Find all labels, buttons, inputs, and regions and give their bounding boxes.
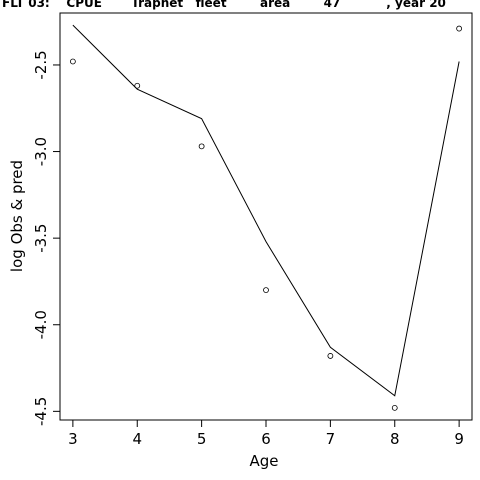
x-tick-label: 8	[390, 430, 400, 448]
x-tick-label: 6	[261, 430, 271, 448]
observed-point	[69, 58, 76, 65]
observed-point	[327, 353, 334, 359]
x-axis-label: Age	[249, 452, 278, 470]
observed-point	[456, 25, 463, 32]
predicted-line	[72, 24, 460, 397]
x-tick-label: 5	[197, 430, 207, 448]
observed-point	[391, 404, 398, 411]
x-tick-label: 3	[68, 430, 78, 448]
x-tick-label: 9	[454, 430, 464, 448]
y-tick-label: -4.5	[32, 397, 50, 426]
observed-point	[263, 287, 269, 294]
observed-point	[198, 143, 205, 150]
y-tick-label: -3.5	[32, 224, 50, 253]
x-tick-label: 4	[132, 430, 142, 448]
y-tick-label: -2.5	[32, 50, 50, 79]
y-tick-label: -4.0	[32, 310, 50, 339]
y-axis-label: log Obs & pred	[8, 160, 26, 272]
x-axis: 3 4 5 6 7 8 9	[68, 420, 464, 448]
observed-point	[134, 82, 141, 89]
x-tick-label: 7	[326, 430, 336, 448]
chart-title: FLT 03: CPUE Trapnet fleet area 47 , yea…	[2, 0, 446, 10]
y-tick-label: -3.0	[32, 137, 50, 166]
series-layer	[69, 24, 463, 411]
y-axis: -4.5 -4.0 -3.5 -3.0 -2.5	[32, 50, 60, 426]
